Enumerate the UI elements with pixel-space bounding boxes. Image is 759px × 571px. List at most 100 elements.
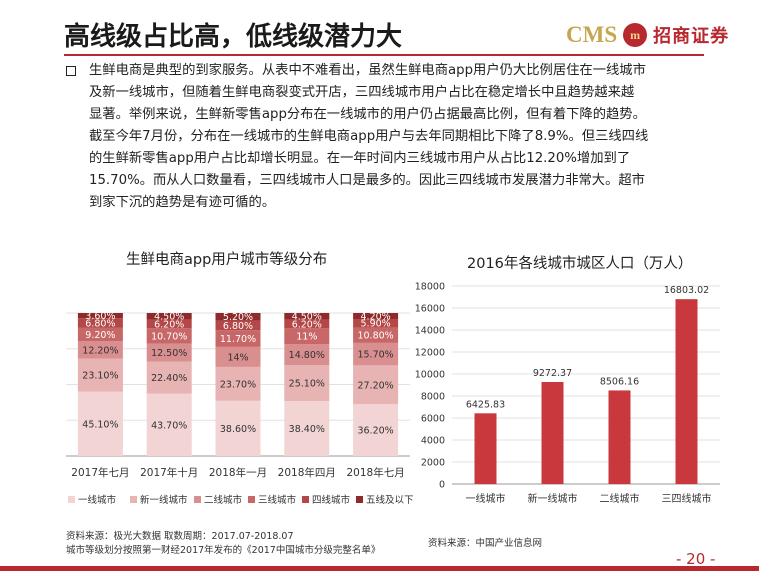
data-label: 38.40% — [289, 424, 325, 435]
data-label: 12.20% — [82, 345, 118, 356]
bullet-square-icon — [66, 66, 76, 76]
data-label: 8506.16 — [600, 376, 639, 387]
data-label: 5.90% — [361, 319, 391, 330]
y-tick-label: 8000 — [421, 392, 445, 403]
bar-segment — [353, 319, 399, 328]
paragraph-line: 及新一线城市，但随着生鲜电商裂变式开店，三四线城市用户占比在稳定增长中且趋势越来… — [89, 85, 635, 100]
page-number: - 20 - — [676, 550, 716, 568]
x-tick-label: 2018年七月 — [346, 466, 404, 479]
bar-segment — [353, 327, 399, 343]
legend-label: 二线城市 — [204, 494, 243, 506]
bar-segment — [215, 400, 261, 456]
data-label: 22.40% — [151, 373, 187, 384]
data-label: 6.20% — [292, 319, 322, 330]
page-title: 高线级占比高，低线级潜力大 — [64, 22, 403, 52]
paragraph-line: 生鲜电商是典型的到家服务。从表中不难看出，虽然生鲜电商app用户仍大比例居住在一… — [89, 63, 646, 78]
data-label: 4.50% — [292, 312, 322, 323]
bar-segment — [146, 313, 192, 320]
stacked-chart-title: 生鲜电商app用户城市等级分布 — [126, 252, 328, 268]
y-tick-label: 16000 — [415, 304, 445, 315]
data-label: 9.20% — [85, 330, 115, 341]
bar-segment — [215, 320, 261, 331]
bar-segment — [284, 344, 330, 366]
x-tick-label: 2018年四月 — [278, 466, 336, 479]
bar-segment — [353, 404, 399, 456]
data-label: 6.80% — [85, 319, 115, 330]
bar-segment — [215, 313, 261, 321]
data-label: 12.50% — [151, 348, 187, 359]
data-label: 6.80% — [223, 321, 253, 332]
data-label: 14% — [227, 352, 248, 363]
legend-label: 三线城市 — [258, 494, 297, 506]
bar-segment — [353, 365, 399, 405]
y-tick-label: 12000 — [415, 348, 445, 359]
y-tick-label: 2000 — [421, 458, 445, 469]
bar — [608, 390, 631, 484]
bar-segment — [284, 365, 330, 402]
population-chart-source: 资料来源：中国产业信息网 — [428, 537, 542, 551]
bar-segment — [353, 342, 399, 366]
logo-cms-text: CMS — [566, 22, 618, 47]
legend-label: 新一线城市 — [140, 494, 188, 506]
bar-segment — [284, 328, 330, 345]
bottom-accent-bar — [0, 566, 759, 571]
legend-swatch — [302, 496, 309, 503]
data-label: 38.60% — [220, 424, 256, 435]
bar-segment — [353, 313, 399, 320]
y-tick-label: 0 — [439, 480, 445, 491]
bar-segment — [77, 391, 123, 456]
legend-label: 四线城市 — [312, 494, 351, 506]
data-label: 6425.83 — [466, 399, 505, 410]
bar-segment — [77, 313, 123, 319]
legend-swatch — [356, 496, 363, 503]
population-bar-chart: 0 2000 4000 6000 8000 10000 12000 14000 16000 180… — [415, 282, 720, 505]
title-divider — [64, 54, 704, 56]
legend-label: 一线城市 — [78, 494, 117, 506]
population-chart-title: 2016年各线城市城区人口（万人） — [467, 256, 693, 272]
bar-segment — [77, 341, 123, 359]
body-paragraph: 生鲜电商是典型的到家服务。从表中不难看出，虽然生鲜电商app用户仍大比例居住在一… — [89, 60, 729, 214]
bar — [474, 413, 497, 484]
x-tick-label: 2017年七月 — [71, 466, 129, 479]
data-label: 23.70% — [220, 379, 256, 390]
bar-segment — [215, 330, 261, 347]
data-label: 14.80% — [289, 350, 325, 361]
x-tick-label: 三四线城市 — [662, 492, 712, 505]
data-label: 5.20% — [223, 312, 253, 323]
paragraph-line: 15.70%。而从人口数量看，三四线城市人口是最多的。因此三四线城市发展潜力非常… — [89, 173, 645, 188]
bar-segment — [215, 366, 261, 401]
data-label: 45.10% — [82, 419, 118, 430]
y-tick-label: 14000 — [415, 326, 445, 337]
bar-segment — [284, 319, 330, 329]
y-tick-label: 18000 — [415, 282, 445, 293]
y-tick-label: 6000 — [421, 414, 445, 425]
paragraph-line: 显著。举例来说，生鲜新零售app分布在一线城市的用户仍占据最高比例，但有着下降的… — [89, 107, 646, 122]
x-tick-label: 2018年一月 — [209, 466, 267, 479]
source-line: 资料来源：极光大数据 取数周期：2017.07-2018.07 — [66, 531, 294, 542]
bar-segment — [146, 319, 192, 329]
y-tick-label: 10000 — [415, 370, 445, 381]
bar-segment — [146, 393, 192, 456]
legend-label: 五线及以下 — [366, 494, 414, 506]
legend-swatch — [248, 496, 255, 503]
bar — [675, 299, 698, 484]
data-label: 23.10% — [82, 370, 118, 381]
paragraph-line: 到家下沉的趋势是有迹可循的。 — [89, 195, 276, 210]
data-label: 43.70% — [151, 420, 187, 431]
logo-emblem-icon: m — [623, 23, 648, 47]
paragraph-line: 截至今年7月份，分布在一线城市的生鲜电商app用户与去年同期相比下降了8.9%。… — [89, 129, 649, 144]
legend-swatch — [68, 496, 75, 503]
y-tick-label: 4000 — [421, 436, 445, 447]
x-tick-label: 一线城市 — [466, 492, 506, 505]
bar-segment — [77, 318, 123, 328]
data-label: 11.70% — [220, 334, 256, 345]
stacked-chart-source: 资料来源：极光大数据 取数周期：2017.07-2018.07 城市等级划分按照… — [66, 530, 380, 558]
x-tick-label: 2017年十月 — [140, 466, 198, 479]
data-label: 36.20% — [357, 426, 393, 437]
stacked-bar-chart: 45.10%23.10%12.20%9.20%6.80%3.60%2017年七月… — [66, 311, 414, 506]
data-label: 10.70% — [151, 331, 187, 342]
data-label: 4.20% — [361, 312, 391, 323]
legend-swatch — [130, 496, 137, 503]
data-label: 4.50% — [154, 312, 184, 323]
source-line: 城市等级划分按照第一财经2017年发布的《2017中国城市分级完整名单》 — [66, 545, 381, 556]
